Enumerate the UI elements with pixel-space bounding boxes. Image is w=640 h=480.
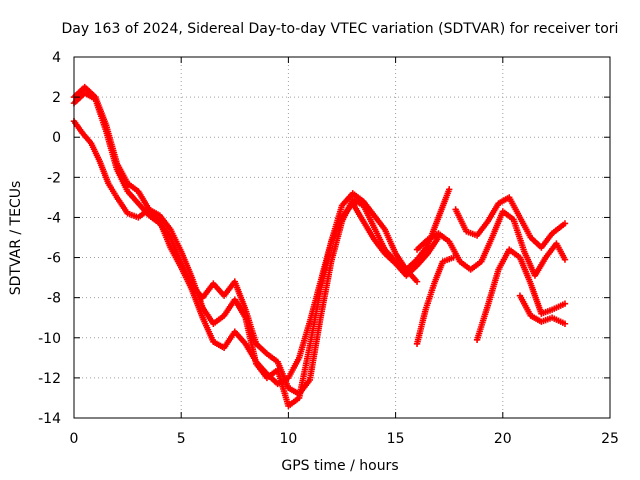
- y-tick-label: -2: [47, 170, 61, 186]
- point-marker: [450, 254, 457, 261]
- ticks-layer: 0 5 10 15 20 25 -14 -12 -10 -8 -6 -4 -2 0 2 4: [38, 50, 619, 447]
- x-tick-label: 15: [387, 431, 405, 447]
- point-marker: [561, 300, 569, 307]
- point-marker: [561, 256, 569, 263]
- y-tick-label: -6: [47, 251, 61, 267]
- data-series-8: [516, 292, 569, 327]
- y-axis-label: SDTVAR / TECUs: [8, 181, 24, 296]
- point-marker: [561, 220, 569, 227]
- point-marker: [446, 186, 453, 193]
- x-tick-label: 5: [177, 431, 186, 447]
- y-tick-label: 4: [52, 50, 61, 66]
- y-tick-label: -4: [47, 210, 61, 226]
- y-tick-label: -8: [47, 291, 61, 307]
- data-series-5: [452, 194, 569, 251]
- plot-frame: [73, 56, 611, 419]
- data-series-4: [413, 208, 569, 279]
- chart-title: Day 163 of 2024, Sidereal Day-to-day VTE…: [62, 21, 619, 37]
- x-tick-label: 10: [279, 431, 297, 447]
- y-tick-label: 2: [52, 90, 61, 106]
- point-marker: [413, 278, 421, 285]
- y-tick-label: 0: [52, 130, 61, 146]
- x-tick-label: 25: [601, 431, 619, 447]
- data-series-6: [413, 254, 457, 347]
- y-tick-label: -12: [38, 371, 61, 387]
- series-layer: [70, 83, 569, 410]
- data-series-7: [473, 246, 569, 343]
- point-marker: [561, 320, 569, 327]
- y-tick-label: -14: [38, 411, 61, 427]
- x-tick-label: 20: [494, 431, 512, 447]
- x-tick-label: 0: [70, 431, 79, 447]
- data-series-3: [70, 83, 442, 410]
- x-axis-label: GPS time / hours: [281, 458, 398, 474]
- y-tick-label: -10: [38, 331, 61, 347]
